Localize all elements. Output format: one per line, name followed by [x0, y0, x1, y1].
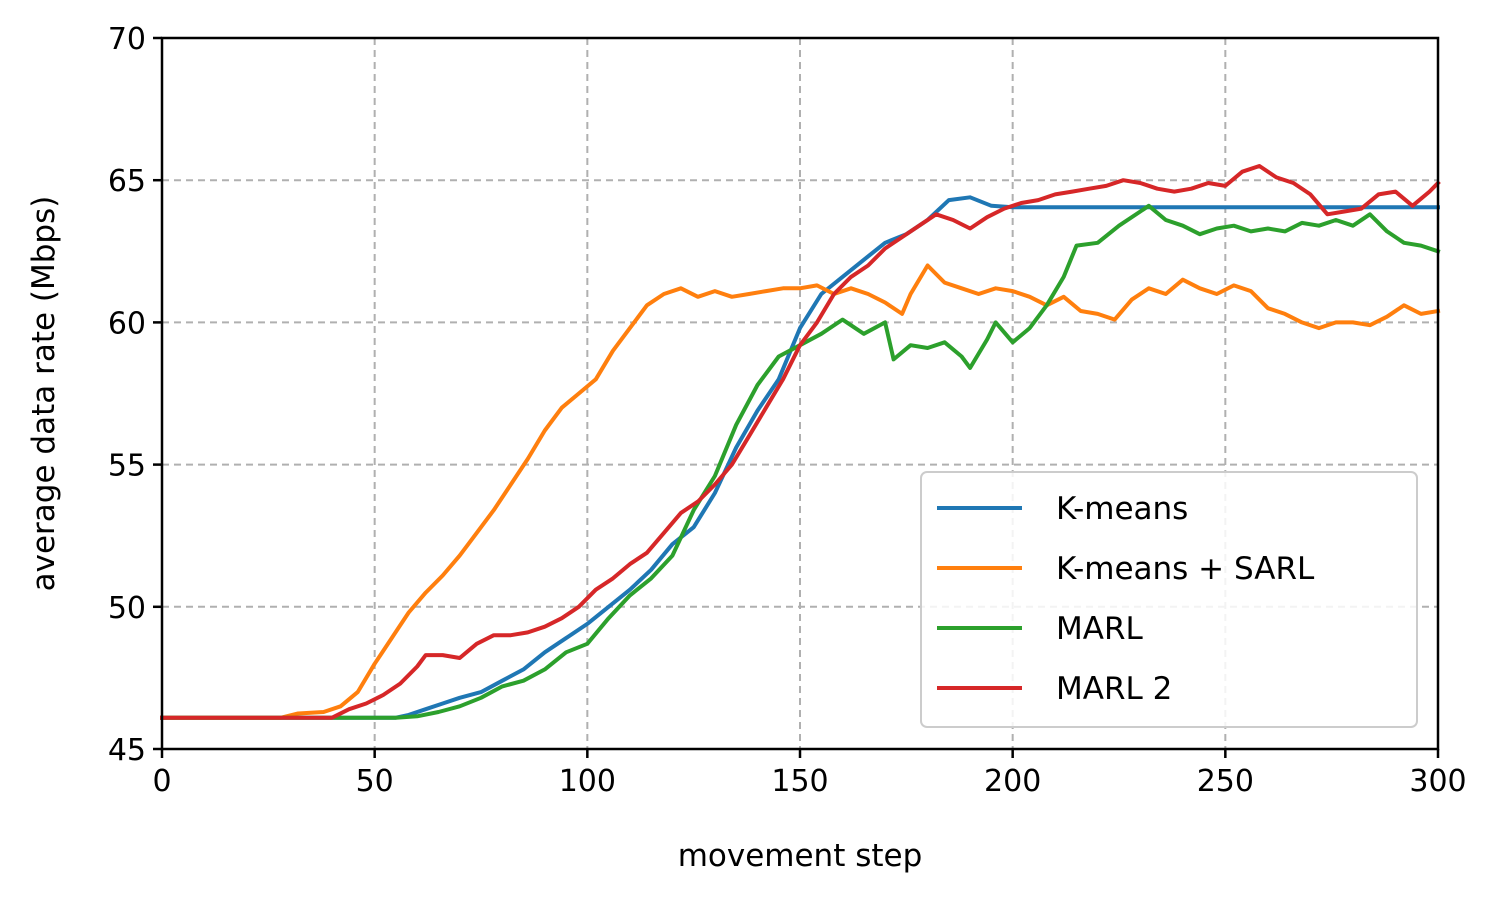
- series-line-marl: [160, 203, 1441, 720]
- legend-label-k-means-sarl: K-means + SARL: [1056, 551, 1315, 587]
- series-line-k-means-sarl: [160, 263, 1441, 720]
- x-tick-label-4: 200: [984, 764, 1041, 799]
- y-tick-label-1: 50: [108, 591, 146, 626]
- y-axis-label: average data rate (Mbps): [26, 196, 62, 592]
- x-tick-label-2: 100: [559, 764, 616, 799]
- x-tick-label-0: 0: [152, 764, 171, 799]
- legend-box: [920, 471, 1418, 728]
- x-axis-label: movement step: [678, 838, 923, 874]
- axis-ticks: 0 50 100 150 200 250 300 45 50 55 60 65 70: [108, 22, 1467, 799]
- legend: K-means K-means + SARL MARL MARL 2: [920, 471, 1418, 728]
- legend-label-marl-2: MARL 2: [1056, 671, 1172, 707]
- y-tick-label-2: 55: [108, 449, 146, 484]
- x-tick-label-3: 150: [771, 764, 828, 799]
- series-lines: [160, 164, 1441, 720]
- legend-label-marl: MARL: [1056, 611, 1143, 647]
- y-tick-label-5: 70: [108, 22, 146, 57]
- legend-label-k-means: K-means: [1056, 491, 1188, 527]
- y-tick-label-3: 60: [108, 306, 146, 341]
- y-tick-label-4: 65: [108, 164, 146, 199]
- y-tick-label-0: 45: [108, 733, 146, 768]
- series-line-marl-2: [160, 164, 1441, 720]
- x-tick-label-6: 300: [1409, 764, 1466, 799]
- x-tick-label-5: 250: [1197, 764, 1254, 799]
- x-tick-label-1: 50: [356, 764, 394, 799]
